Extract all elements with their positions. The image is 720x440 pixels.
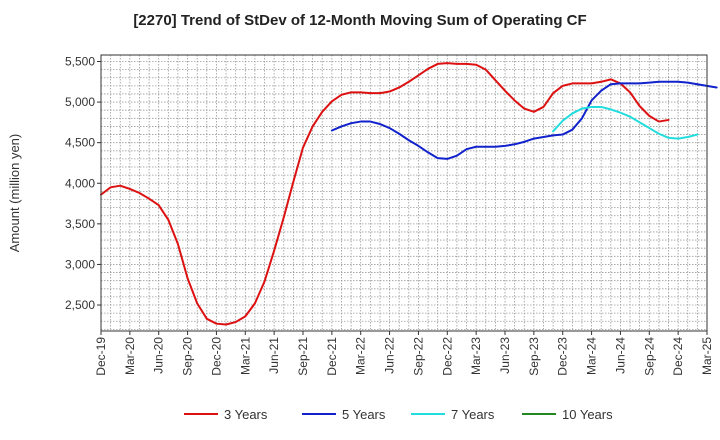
x-tick-label: Dec-20 — [209, 337, 223, 376]
series-line-2 — [330, 80, 718, 160]
x-tick-label: Mar-24 — [585, 337, 599, 375]
x-tick-label: Dec-24 — [671, 337, 685, 376]
legend-label-2: 5 Years — [342, 407, 386, 422]
y-tick-label: 3,000 — [65, 257, 95, 271]
series-line-3 — [552, 105, 699, 140]
x-tick-label: Mar-25 — [700, 337, 714, 375]
x-tick-label: Dec-19 — [94, 337, 108, 376]
legend-label-1: 3 Years — [224, 407, 268, 422]
y-tick-label: 4,000 — [65, 176, 95, 190]
y-tick-label: 4,500 — [65, 136, 95, 150]
x-axis-ticks: Dec-19 Mar-20 Jun-20 Sep-20 Dec-20 Mar-21 Jun-… — [94, 331, 714, 376]
series-line-1 — [100, 62, 670, 326]
x-tick-label: Dec-23 — [556, 337, 570, 376]
y-tick-label: 5,000 — [65, 95, 95, 109]
legend-label-3: 7 Years — [451, 407, 495, 422]
x-tick-label: Sep-23 — [527, 337, 541, 376]
y-tick-label: 5,500 — [65, 54, 95, 68]
x-tick-label: Sep-24 — [642, 337, 656, 376]
x-tick-label: Jun-21 — [267, 337, 281, 374]
x-tick-label: Sep-22 — [411, 337, 425, 376]
x-tick-label: Mar-21 — [238, 337, 252, 375]
grid — [101, 55, 707, 331]
series-layer — [100, 62, 718, 326]
x-tick-label: Sep-21 — [296, 337, 310, 376]
x-tick-label: Mar-23 — [469, 337, 483, 375]
x-tick-label: Dec-21 — [325, 337, 339, 376]
legend: 3 Years 5 Years 7 Years 10 Years — [184, 407, 613, 422]
y-tick-label: 2,500 — [65, 298, 95, 312]
plot-frame — [100, 54, 708, 332]
x-tick-label: Mar-22 — [354, 337, 368, 375]
legend-label-4: 10 Years — [562, 407, 613, 422]
x-tick-label: Jun-23 — [498, 337, 512, 374]
chart-title: [2270] Trend of StDev of 12-Month Moving… — [133, 12, 586, 29]
x-tick-label: Mar-20 — [123, 337, 137, 375]
x-tick-label: Sep-20 — [181, 337, 195, 376]
x-tick-label: Dec-22 — [440, 337, 454, 376]
y-tick-label: 3,500 — [65, 217, 95, 231]
y-axis-ticks: 2,500 3,000 3,500 4,000 4,500 5,000 5,500 — [65, 54, 101, 312]
x-tick-label: Jun-22 — [383, 337, 397, 374]
y-axis-label: Amount (million yen) — [7, 134, 22, 253]
x-tick-label: Jun-20 — [152, 337, 166, 374]
x-tick-label: Jun-24 — [613, 337, 627, 374]
